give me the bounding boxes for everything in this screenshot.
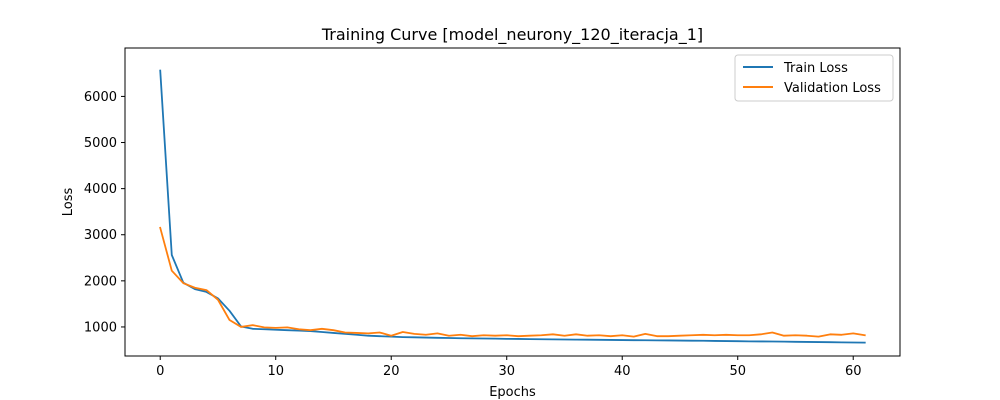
y-tick-label: 3000 <box>84 228 117 243</box>
y-tick-label: 5000 <box>84 136 117 151</box>
series-line-validation-loss <box>159 226 866 338</box>
y-axis-ticks: 1000 2000 3000 4000 5000 6000 <box>84 90 125 335</box>
y-tick-label: 1000 <box>84 320 117 335</box>
y-tick-label: 2000 <box>84 274 117 289</box>
series-line-train-loss <box>159 69 866 344</box>
x-axis-label: Epochs <box>489 385 536 400</box>
y-tick-label: 6000 <box>84 90 117 105</box>
plot-frame <box>124 47 901 357</box>
x-tick-label: 60 <box>845 364 862 379</box>
chart-title: Training Curve [model_neurony_120_iterac… <box>321 25 703 45</box>
x-tick-label: 10 <box>267 364 284 379</box>
series-layer <box>159 69 866 344</box>
legend-label-validation-loss: Validation Loss <box>784 81 881 96</box>
x-tick-label: 0 <box>156 364 164 379</box>
y-axis-label: Loss <box>61 188 76 217</box>
x-tick-label: 20 <box>383 364 400 379</box>
x-tick-label: 50 <box>729 364 746 379</box>
legend-box <box>734 54 894 102</box>
x-tick-label: 40 <box>614 364 631 379</box>
legend-label-train-loss: Train Loss <box>783 61 848 76</box>
y-tick-label: 4000 <box>84 182 117 197</box>
plot-area: 0 10 20 30 40 50 60 1000 2000 3000 4000 5000 6000 <box>84 47 901 379</box>
x-tick-label: 30 <box>498 364 515 379</box>
x-axis-ticks: 0 10 20 30 40 50 60 <box>156 356 861 379</box>
legend: Train Loss Validation Loss <box>734 54 894 102</box>
